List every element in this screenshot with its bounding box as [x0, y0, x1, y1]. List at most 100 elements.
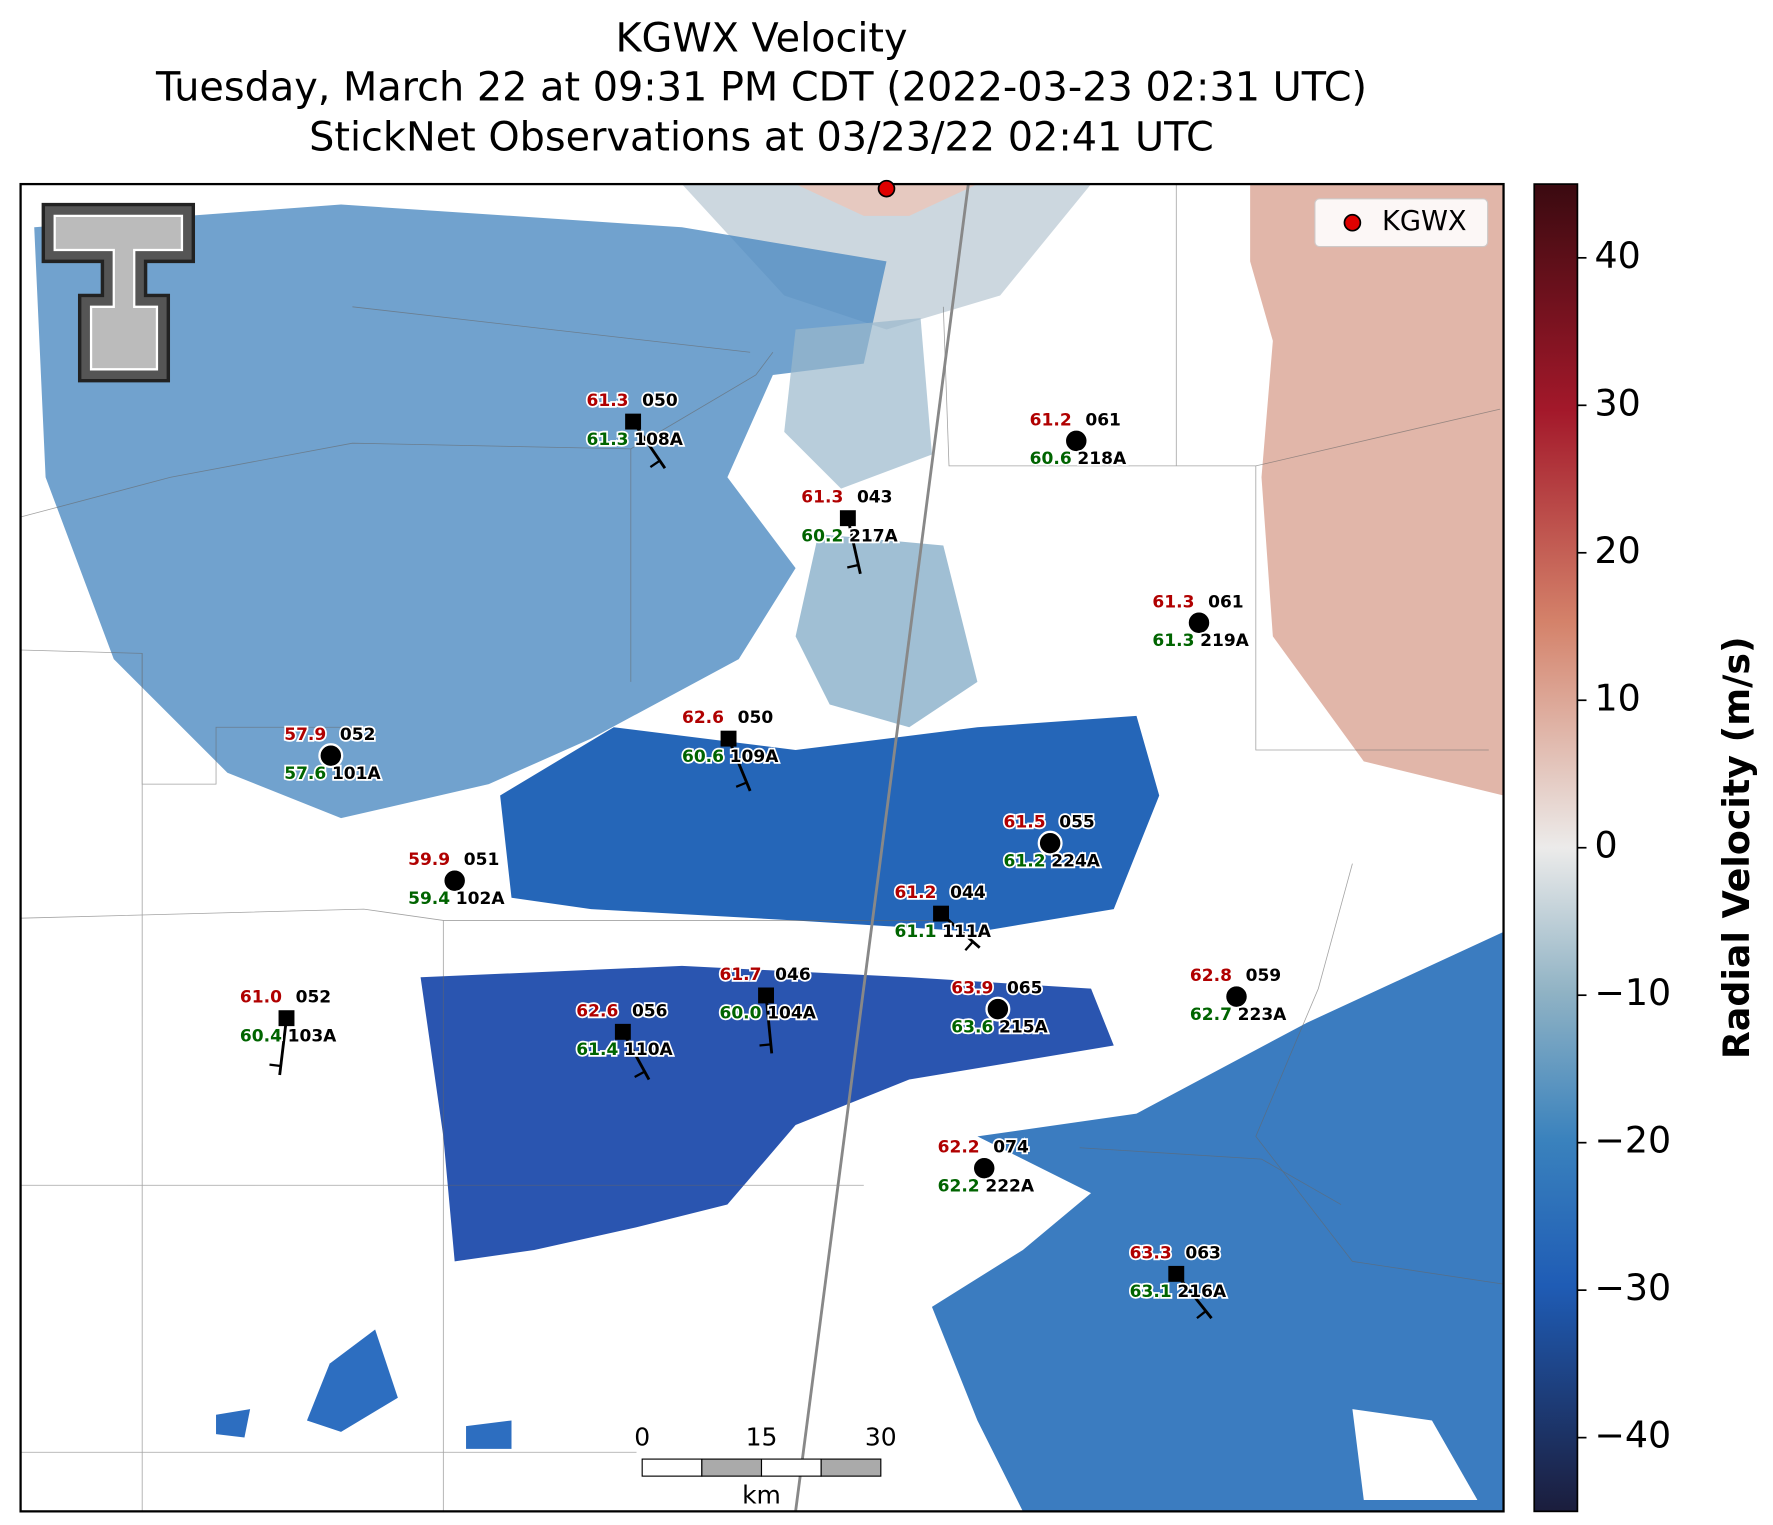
dewpoint: 63.6 [951, 1017, 993, 1037]
station-id: 222A [985, 1176, 1035, 1196]
dewpoint: 62.2 [938, 1176, 980, 1196]
subtitle: StickNet Observations at 03/23/22 02:41 … [309, 114, 1214, 160]
legend: KGWX [1314, 198, 1489, 248]
subtitle: Tuesday, March 22 at 09:31 PM CDT (2022-… [155, 64, 1367, 110]
station-marker [318, 743, 344, 769]
wind-barb [846, 517, 862, 575]
logo [41, 202, 196, 383]
title: KGWX Velocity [615, 15, 907, 61]
station-marker [1186, 610, 1212, 636]
scale-tick-label: 0 [634, 1423, 650, 1452]
wind-barb [727, 738, 752, 792]
wind-barb [278, 1018, 288, 1076]
wind-barb-flag [634, 1070, 646, 1079]
wind-direction: 046 [775, 965, 811, 985]
dewpoint: 62.7 [1190, 1005, 1232, 1025]
station-marker [1168, 1265, 1185, 1282]
colorbar-tick-label: 40 [1594, 234, 1640, 277]
station-marker [442, 868, 468, 894]
wind-direction: 061 [1085, 410, 1121, 430]
wind-direction: 055 [1059, 813, 1095, 833]
station-id: 110A [624, 1040, 674, 1060]
station-marker [720, 730, 737, 747]
colorbar-ticks: 40 30 20 10 0 −10 −20 −30 −40 [1577, 234, 1671, 1457]
scale-segment [820, 1458, 882, 1477]
colorbar-label: Radial Velocity (m/s) [1715, 636, 1758, 1059]
wind-barb-flag [759, 1043, 771, 1047]
dewpoint: 61.4 [576, 1040, 618, 1060]
temperature: 57.9 [284, 725, 326, 745]
colorbar-tick-label: 20 [1594, 529, 1640, 572]
wind-direction: 056 [632, 1001, 668, 1021]
wind-direction: 059 [1246, 966, 1282, 986]
wind-direction: 044 [950, 883, 986, 903]
wind-barb-flag [269, 1063, 281, 1068]
temperature: 61.2 [894, 883, 936, 903]
station-id: 223A [1238, 1005, 1288, 1025]
temperature: 63.9 [951, 979, 993, 999]
station-marker [614, 1023, 631, 1040]
colorbar [1533, 183, 1579, 1513]
station-id: 111A [942, 922, 992, 942]
wind-barb-flag [649, 459, 661, 469]
station-id: 104A [767, 1004, 817, 1024]
temperature: 61.2 [1030, 410, 1072, 430]
temperature: 63.3 [1130, 1243, 1172, 1263]
dewpoint: 60.6 [1030, 449, 1072, 469]
station-id: 108A [634, 430, 684, 450]
dewpoint: 63.1 [1130, 1282, 1172, 1302]
wind-barb [764, 995, 774, 1054]
scale-unit: km [742, 1481, 781, 1510]
radar-map [20, 184, 1504, 1512]
legend-label: KGWX [1382, 206, 1467, 237]
dewpoint: 59.4 [408, 889, 450, 909]
map-frame [19, 182, 1505, 1513]
station-id: 217A [849, 526, 899, 546]
station-marker [625, 413, 642, 430]
dewpoint: 60.4 [240, 1026, 282, 1046]
dewpoint: 60.0 [719, 1004, 761, 1024]
dewpoint: 61.3 [1152, 631, 1194, 651]
temperature: 61.7 [719, 965, 761, 985]
temperature: 61.3 [587, 391, 629, 411]
station-id: 224A [1051, 851, 1101, 871]
colorbar-tick-label: 0 [1594, 824, 1617, 867]
wind-barb-flag [1196, 1310, 1207, 1320]
radar-site [877, 179, 896, 198]
station-id: 218A [1077, 449, 1127, 469]
temperature: 61.3 [1152, 592, 1194, 612]
station-id: 101A [332, 764, 382, 784]
wind-direction: 050 [642, 391, 678, 411]
wind-direction: 052 [340, 725, 376, 745]
wind-direction: 063 [1185, 1243, 1221, 1263]
station-id: 103A [288, 1026, 338, 1046]
station-marker [985, 996, 1011, 1022]
station-marker [758, 987, 774, 1004]
dewpoint: 61.3 [587, 430, 629, 450]
wind-direction: 050 [738, 708, 774, 728]
colorbar-tick-label: −10 [1594, 971, 1671, 1014]
station-marker [971, 1155, 997, 1181]
dewpoint: 61.1 [894, 922, 936, 942]
station-marker [839, 510, 856, 527]
station-id: 102A [456, 889, 506, 909]
legend-marker [1343, 213, 1362, 232]
scale-tick-label: 30 [865, 1423, 897, 1452]
temperature: 61.3 [801, 488, 843, 508]
wind-barb-flag [847, 563, 859, 569]
dewpoint: 60.2 [801, 526, 843, 546]
station-id: 219A [1200, 631, 1250, 651]
wind-direction: 061 [1208, 592, 1244, 612]
wind-barb-flag [964, 940, 974, 951]
station-marker [1224, 984, 1250, 1010]
colorbar-tick-label: −30 [1594, 1266, 1671, 1309]
station-id: 109A [730, 747, 780, 767]
colorbar-tick-label: 30 [1594, 381, 1640, 424]
colorbar-tick-label: −20 [1594, 1119, 1671, 1162]
scale-tick-label: 15 [746, 1423, 778, 1452]
scale-bar: 0 15 30 km [634, 1423, 896, 1510]
temperature: 62.6 [576, 1001, 618, 1021]
wind-direction: 051 [464, 850, 500, 870]
title-block: KGWX Velocity Tuesday, March 22 at 09:31… [155, 15, 1367, 160]
colorbar-tick-label: −40 [1594, 1414, 1671, 1457]
